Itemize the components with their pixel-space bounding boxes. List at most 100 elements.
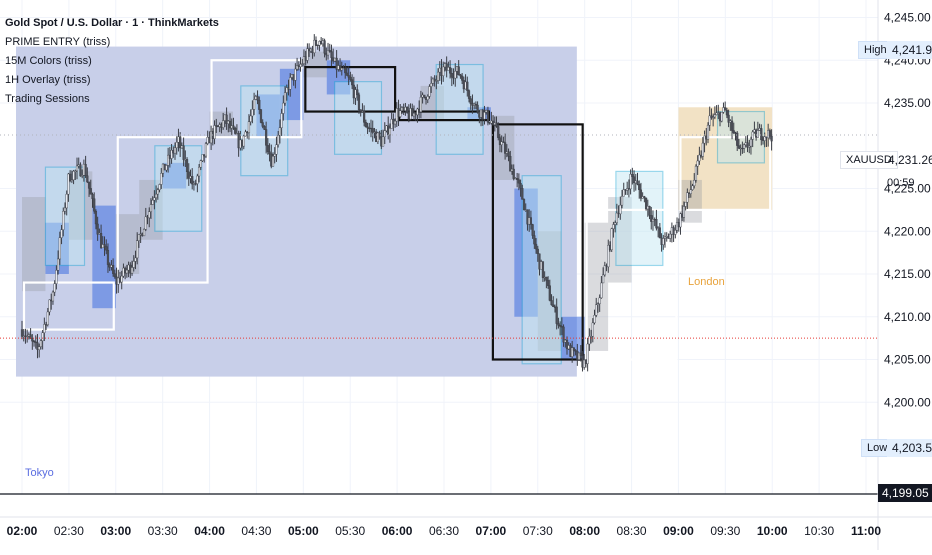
candle-body xyxy=(48,299,51,313)
candle-body xyxy=(228,120,232,129)
candle-body xyxy=(39,340,43,347)
candle-body xyxy=(222,120,225,128)
candle-body xyxy=(259,109,263,123)
candle-body xyxy=(148,211,151,219)
time-tick-label: 08:00 xyxy=(569,524,600,538)
candle-body xyxy=(103,244,106,247)
candle-body xyxy=(57,258,60,271)
candle-body xyxy=(344,67,347,74)
candle-body xyxy=(294,68,297,81)
candle-body xyxy=(134,257,137,262)
candle-body xyxy=(125,269,128,274)
indicator-1h-overlay[interactable]: 1H Overlay (triss) xyxy=(5,74,91,86)
candle-body xyxy=(607,245,610,268)
candle-body xyxy=(469,98,472,104)
candle-body xyxy=(562,326,565,343)
candle-body xyxy=(474,103,477,106)
candle-body xyxy=(504,142,507,154)
session-label-tokyo: Tokyo xyxy=(25,467,54,479)
candle-body xyxy=(595,304,598,316)
entry-zone-box xyxy=(44,166,86,267)
candle-body xyxy=(313,39,316,54)
candle-body xyxy=(330,51,333,58)
candle-body xyxy=(86,175,89,183)
candle-body xyxy=(603,265,606,276)
candle-body xyxy=(280,113,283,128)
candle-body xyxy=(277,135,280,145)
candle-body xyxy=(615,212,618,223)
indicator-trading-sessions[interactable]: Trading Sessions xyxy=(5,93,90,105)
chart-legend: Gold Spot / U.S. Dollar · 1 · ThinkMarke… xyxy=(5,14,219,109)
candle-body xyxy=(703,135,706,144)
hourly-box xyxy=(210,59,303,139)
candle-body xyxy=(579,352,582,356)
candle-body xyxy=(383,130,386,137)
candle-body xyxy=(265,129,268,146)
candle-body xyxy=(644,197,648,210)
high-value: 4,241.92 xyxy=(887,41,932,59)
fifteen-min-block xyxy=(490,115,515,180)
candle-body xyxy=(536,248,539,255)
price-tick-label: 4,200.00 xyxy=(884,395,931,409)
candle-body xyxy=(51,291,55,302)
candle-body xyxy=(466,81,469,91)
candle-body xyxy=(426,96,429,100)
candle-body xyxy=(381,136,385,147)
candle-body xyxy=(301,63,304,65)
candle-body xyxy=(55,270,58,284)
candle-body xyxy=(91,194,94,199)
candle-body xyxy=(345,72,349,76)
candle-body xyxy=(256,96,259,101)
candle-body xyxy=(251,109,254,117)
candle-body xyxy=(526,209,529,225)
entry-zone-box xyxy=(435,63,484,155)
price-tick-label: 4,245.00 xyxy=(884,11,931,25)
candle-body xyxy=(746,142,749,148)
time-axis[interactable]: 02:00 02:30 03:00 03:30 04:00 04:30 05:00 05:30… xyxy=(0,516,932,538)
candle-body xyxy=(629,174,632,190)
time-tick-label: 06:00 xyxy=(382,524,413,538)
fifteen-min-block xyxy=(68,171,93,240)
candle-body xyxy=(252,99,256,110)
candle-body xyxy=(179,136,182,149)
candle-body xyxy=(213,125,216,139)
symbol-title[interactable]: Gold Spot / U.S. Dollar · 1 · ThinkMarke… xyxy=(5,17,219,29)
candle-body xyxy=(46,311,49,325)
low-tag: Low xyxy=(861,439,894,457)
time-tick-label: 10:30 xyxy=(804,524,834,538)
candle-body xyxy=(187,171,190,179)
candle-body xyxy=(234,127,237,134)
candle-body xyxy=(450,73,453,78)
candle-body xyxy=(72,171,75,181)
candle-body xyxy=(736,132,739,146)
candle-body xyxy=(151,199,154,205)
candle-body xyxy=(598,297,601,304)
candle-body xyxy=(263,126,266,130)
candle-body xyxy=(522,199,526,211)
price-axis[interactable]: 4,245.004,240.004,235.004,225.004,220.00… xyxy=(877,0,931,550)
candle-body xyxy=(356,89,359,96)
candle-body xyxy=(430,83,433,87)
candle-body xyxy=(602,274,605,284)
indicator-15m-colors[interactable]: 15M Colors (triss) xyxy=(5,55,92,67)
price-tick-label: 4,215.00 xyxy=(884,267,931,281)
candle-body xyxy=(620,196,624,206)
candle-body xyxy=(517,179,520,184)
candle-body xyxy=(541,261,545,278)
candle-body xyxy=(153,197,156,201)
candle-body xyxy=(442,66,445,76)
candle-body xyxy=(36,342,39,350)
time-tick-label: 07:30 xyxy=(523,524,553,538)
candle-body xyxy=(249,115,252,122)
candle-body xyxy=(69,173,72,181)
candle-body xyxy=(572,347,575,351)
fifteen-min-block xyxy=(584,222,609,351)
indicator-prime-entry[interactable]: PRIME ENTRY (triss) xyxy=(5,36,111,48)
candle-body xyxy=(732,130,735,133)
candle-body xyxy=(521,188,524,200)
candle-body xyxy=(26,335,29,338)
candle-body xyxy=(41,332,44,341)
candle-body xyxy=(242,135,245,147)
